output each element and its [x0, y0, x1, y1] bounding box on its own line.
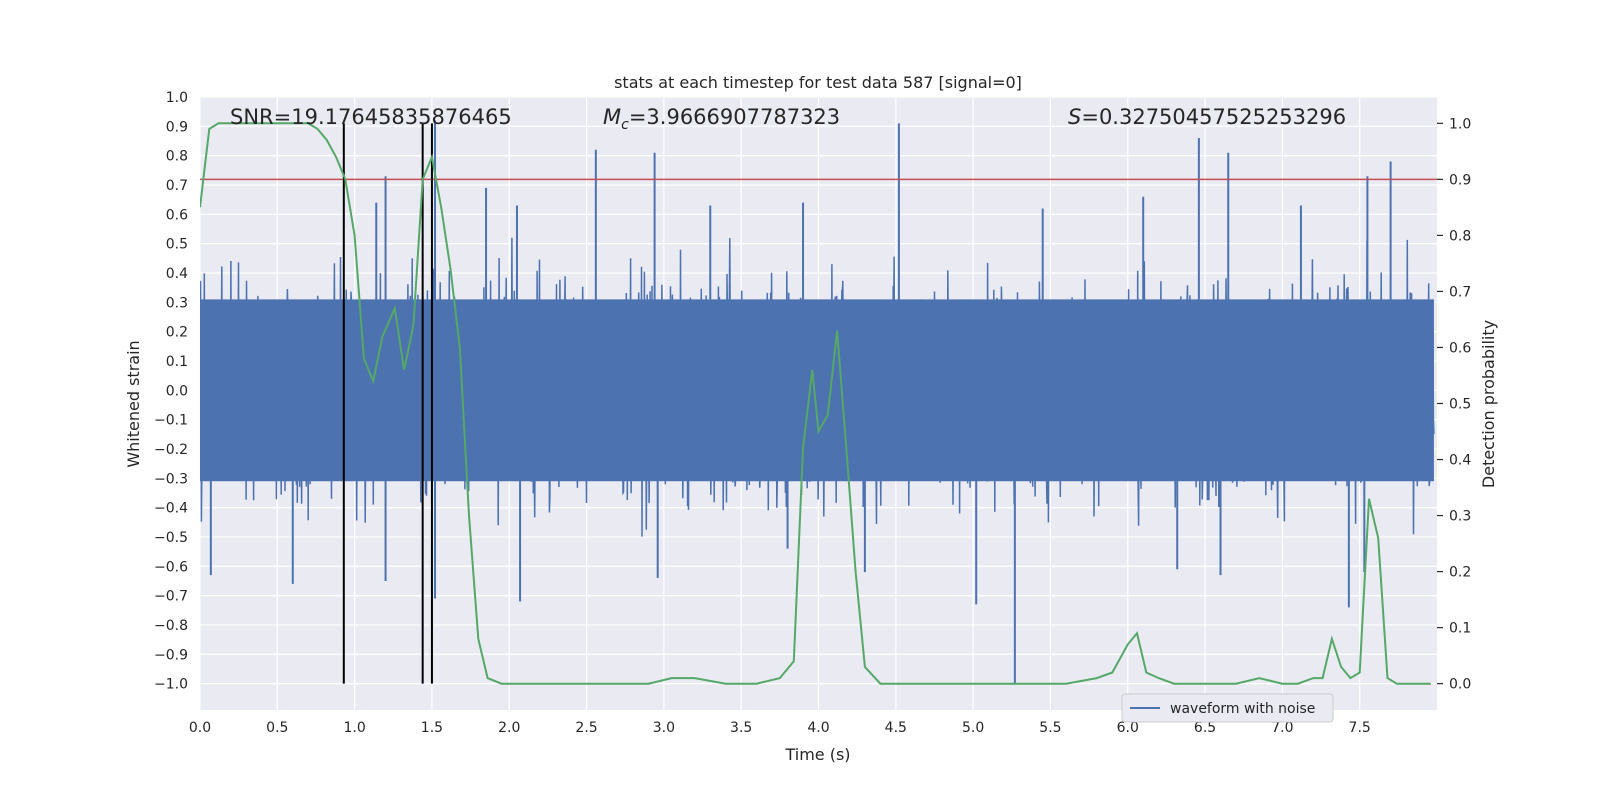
- x-tick-label: 1.5: [421, 720, 443, 736]
- chirp-mass-value: =3.9666907787323: [629, 105, 840, 129]
- x-tick-label: 6.0: [1117, 720, 1139, 736]
- legend-box: [1121, 693, 1334, 723]
- y2-axis-label: Detection probability: [1479, 320, 1498, 488]
- y-tick-label: 0.1: [166, 354, 188, 370]
- x-tick-label: 2.0: [498, 720, 520, 736]
- y2-tick-label: 0.1: [1449, 621, 1471, 637]
- waveform-series: [200, 120, 1435, 684]
- y-tick-label: 0.4: [166, 266, 188, 282]
- y-tick-label: 0.9: [166, 119, 188, 135]
- vertical-markers: [342, 123, 433, 684]
- chirp-mass-subscript: c: [621, 117, 629, 133]
- y2-tick-label: 0.4: [1449, 453, 1471, 469]
- y2-tick-label: 0.2: [1449, 565, 1471, 581]
- y-tick-label: 0.2: [166, 325, 188, 341]
- y2-tick-label: 0.3: [1449, 509, 1471, 525]
- y2-tick-label: 0.7: [1449, 284, 1471, 300]
- y2-tick-label: 1.0: [1449, 116, 1471, 132]
- y-tick-label: −0.2: [154, 442, 188, 458]
- chirp-mass-symbol: M: [603, 105, 621, 129]
- y-tick-label: 0.5: [166, 237, 188, 253]
- x-tick-label: 0.5: [266, 720, 288, 736]
- s-annotation: S=0.32750457525253296: [1068, 105, 1346, 129]
- x-axis-ticks: 0.0 0.5 1.0 1.5 2.0 2.5 3.0 3.5 4.0 4.5 5.0 5.5 6.0 6…: [189, 720, 1371, 736]
- y-tick-label: 0.8: [166, 149, 188, 165]
- y-tick-label: −1.0: [154, 677, 188, 693]
- x-tick-label: 6.5: [1194, 720, 1216, 736]
- x-tick-label: 3.5: [730, 720, 752, 736]
- x-tick-label: 2.5: [575, 720, 597, 736]
- y2-tick-label: 0.5: [1449, 397, 1471, 413]
- x-tick-label: 3.0: [653, 720, 675, 736]
- s-symbol: S: [1068, 105, 1081, 129]
- x-tick-label: 7.0: [1271, 720, 1293, 736]
- y-tick-label: −0.6: [154, 559, 188, 575]
- y-tick-label: 0.6: [166, 207, 188, 223]
- x-tick-label: 5.0: [962, 720, 984, 736]
- snr-annotation: SNR=19.17645835876465: [230, 105, 512, 129]
- y-tick-label: 0.0: [166, 383, 188, 399]
- x-axis-label: Time (s): [784, 745, 850, 764]
- x-tick-label: 4.5: [885, 720, 907, 736]
- y-tick-label: −0.1: [154, 413, 188, 429]
- y-tick-label: 0.3: [166, 295, 188, 311]
- y2-tick-label: 0.6: [1449, 340, 1471, 356]
- y-tick-label: −0.7: [154, 589, 188, 605]
- y-tick-label: 0.7: [166, 178, 188, 194]
- x-tick-label: 4.0: [807, 720, 829, 736]
- x-tick-label: 1.0: [343, 720, 365, 736]
- y2-tick-label: 0.9: [1449, 172, 1471, 188]
- s-value: =0.32750457525253296: [1081, 105, 1346, 129]
- y-axis-label: Whitened strain: [124, 340, 143, 467]
- chart-title: stats at each timestep for test data 587…: [614, 73, 1022, 92]
- y-tick-label: −0.9: [154, 647, 188, 663]
- x-tick-label: 5.5: [1039, 720, 1061, 736]
- y-tick-label: −0.5: [154, 530, 188, 546]
- y2-tick-label: 0.8: [1449, 228, 1471, 244]
- chirp-mass-annotation: Mc=3.9666907787323: [603, 105, 840, 133]
- y2-axis-ticks: 1.0 0.9 0.8 0.7 0.6 0.5 0.4 0.3 0.2 0.1 0.0: [1437, 116, 1471, 693]
- legend-label-waveform: waveform with noise: [1170, 701, 1315, 717]
- y-tick-label: −0.3: [154, 471, 188, 487]
- y-axis-ticks: 1.0 0.9 0.8 0.7 0.6 0.5 0.4 0.3 0.2 0.1 0.0 −0.1 −0.…: [154, 90, 188, 693]
- y-tick-label: −0.8: [154, 618, 188, 634]
- y2-tick-label: 0.0: [1449, 677, 1471, 693]
- y-tick-label: −0.4: [154, 501, 188, 517]
- probability-line: [200, 122, 1431, 685]
- x-tick-label: 7.5: [1349, 720, 1371, 736]
- legend: waveform with noise: [1121, 693, 1334, 723]
- x-tick-label: 0.0: [189, 720, 211, 736]
- probability-series: [200, 122, 1431, 685]
- y-tick-label: 1.0: [166, 90, 188, 106]
